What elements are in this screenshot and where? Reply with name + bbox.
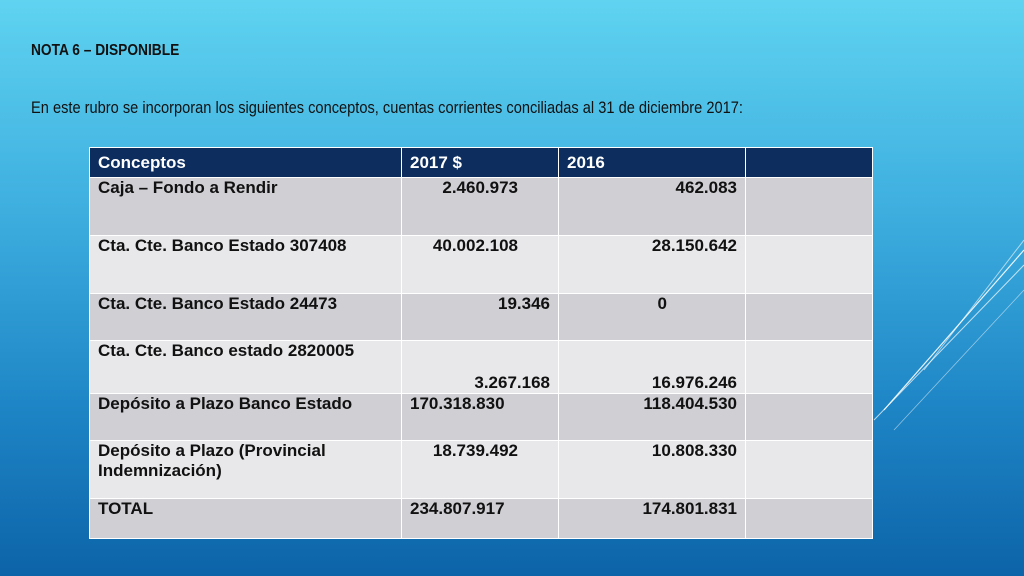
total-2017-cell: 234.807.917	[401, 498, 559, 539]
value-2017-cell: 3.267.168	[401, 340, 559, 394]
table-row: Cta. Cte. Banco estado 2820005 3.267.168…	[89, 340, 873, 394]
empty-cell	[745, 340, 873, 394]
decorative-lines	[873, 239, 1024, 431]
concept-cell: Depósito a Plazo Banco Estado	[89, 393, 402, 441]
concept-cell: Depósito a Plazo (Provincial Indemnizaci…	[89, 440, 402, 499]
empty-cell	[745, 235, 873, 294]
total-2016-cell: 174.801.831	[558, 498, 746, 539]
description-text: En este rubro se incorporan los siguient…	[31, 98, 743, 117]
column-header-conceptos: Conceptos	[89, 147, 402, 178]
empty-cell	[745, 498, 873, 539]
table-header-row: Conceptos 2017 $ 2016	[89, 147, 873, 178]
concept-cell: Cta. Cte. Banco estado 2820005	[89, 340, 402, 394]
empty-cell	[745, 393, 873, 441]
empty-cell	[745, 293, 873, 341]
value-2016-cell: 0	[558, 293, 746, 341]
value-2017-cell: 19.346	[401, 293, 559, 341]
value-2017-cell: 2.460.973	[401, 177, 559, 236]
value-2016-cell: 28.150.642	[558, 235, 746, 294]
value-2017-cell: 170.318.830	[401, 393, 559, 441]
value-2016-cell: 462.083	[558, 177, 746, 236]
total-label-cell: TOTAL	[89, 498, 402, 539]
column-header-2016: 2016	[558, 147, 746, 178]
value-2017-cell: 40.002.108	[401, 235, 559, 294]
page-title: NOTA 6 – DISPONIBLE	[31, 42, 180, 59]
value-2016-cell: 10.808.330	[558, 440, 746, 499]
table-row: Cta. Cte. Banco Estado 307408 40.002.108…	[89, 235, 873, 294]
table-row: Cta. Cte. Banco Estado 24473 19.346 0	[89, 293, 873, 341]
value-2016-cell: 16.976.246	[558, 340, 746, 394]
concept-cell: Cta. Cte. Banco Estado 307408	[89, 235, 402, 294]
empty-cell	[745, 177, 873, 236]
empty-cell	[745, 440, 873, 499]
disponible-table: Conceptos 2017 $ 2016 Caja – Fondo a Ren…	[89, 147, 873, 539]
column-header-empty	[745, 147, 873, 178]
value-2016-cell: 118.404.530	[558, 393, 746, 441]
column-header-2017: 2017 $	[401, 147, 559, 178]
concept-cell: Caja – Fondo a Rendir	[89, 177, 402, 236]
table-row: Caja – Fondo a Rendir 2.460.973 462.083	[89, 177, 873, 236]
table-row: Depósito a Plazo Banco Estado 170.318.83…	[89, 393, 873, 441]
concept-cell: Cta. Cte. Banco Estado 24473	[89, 293, 402, 341]
table-row-total: TOTAL 234.807.917 174.801.831	[89, 498, 873, 539]
table-row: Depósito a Plazo (Provincial Indemnizaci…	[89, 440, 873, 499]
value-2017-cell: 18.739.492	[401, 440, 559, 499]
